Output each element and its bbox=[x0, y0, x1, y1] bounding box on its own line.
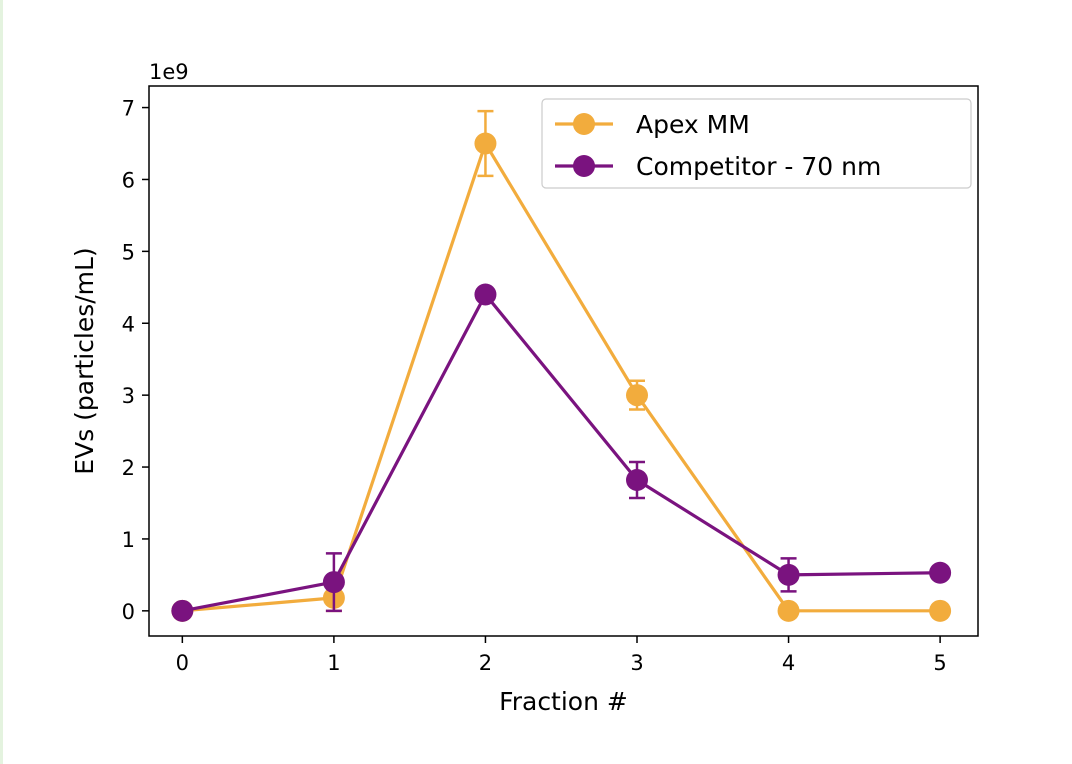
y-tick-label: 2 bbox=[122, 456, 135, 480]
series-line bbox=[182, 292, 941, 613]
y-offset-label: 1e9 bbox=[149, 60, 189, 84]
data-point bbox=[626, 468, 649, 491]
y-tick-label: 1 bbox=[122, 528, 135, 552]
x-tick-label: 0 bbox=[176, 651, 189, 675]
legend-marker bbox=[573, 113, 595, 135]
x-tick-label: 4 bbox=[782, 651, 795, 675]
series-line bbox=[182, 141, 941, 613]
data-point bbox=[929, 599, 952, 622]
x-tick-label: 3 bbox=[630, 651, 643, 675]
legend-label: Apex MM bbox=[636, 110, 750, 139]
legend-label: Competitor - 70 nm bbox=[636, 152, 881, 181]
x-axis-title: Fraction # bbox=[499, 687, 628, 716]
series-2 bbox=[171, 283, 952, 622]
legend-item-1: Apex MM bbox=[555, 110, 750, 139]
x-axis-ticks: 0 1 2 3 4 5 bbox=[176, 636, 947, 675]
plot-area bbox=[171, 109, 952, 622]
data-point bbox=[171, 599, 194, 622]
x-tick-label: 5 bbox=[933, 651, 946, 675]
axes-frame bbox=[148, 85, 979, 637]
y-tick-label: 3 bbox=[122, 384, 135, 408]
data-point bbox=[474, 132, 497, 155]
legend-marker bbox=[573, 155, 595, 177]
legend-item-2: Competitor - 70 nm bbox=[555, 152, 881, 181]
x-tick-label: 2 bbox=[479, 651, 492, 675]
y-axis-ticks: 0 1 2 3 4 5 6 7 bbox=[122, 97, 149, 624]
y-tick-label: 6 bbox=[122, 168, 135, 192]
data-point bbox=[626, 384, 649, 407]
x-tick-label: 1 bbox=[327, 651, 340, 675]
y-tick-label: 7 bbox=[122, 97, 135, 121]
y-tick-label: 4 bbox=[122, 312, 135, 336]
data-point bbox=[777, 599, 800, 622]
legend: Apex MM Competitor - 70 nm bbox=[541, 98, 972, 189]
data-point bbox=[322, 571, 345, 594]
left-border-strip bbox=[0, 0, 3, 764]
y-axis-title: EVs (particles/mL) bbox=[70, 247, 99, 474]
y-tick-label: 5 bbox=[122, 240, 135, 264]
data-point bbox=[929, 561, 952, 584]
data-point bbox=[777, 563, 800, 586]
legend-box bbox=[541, 98, 972, 189]
data-point bbox=[474, 283, 497, 306]
y-tick-label: 0 bbox=[122, 600, 135, 624]
